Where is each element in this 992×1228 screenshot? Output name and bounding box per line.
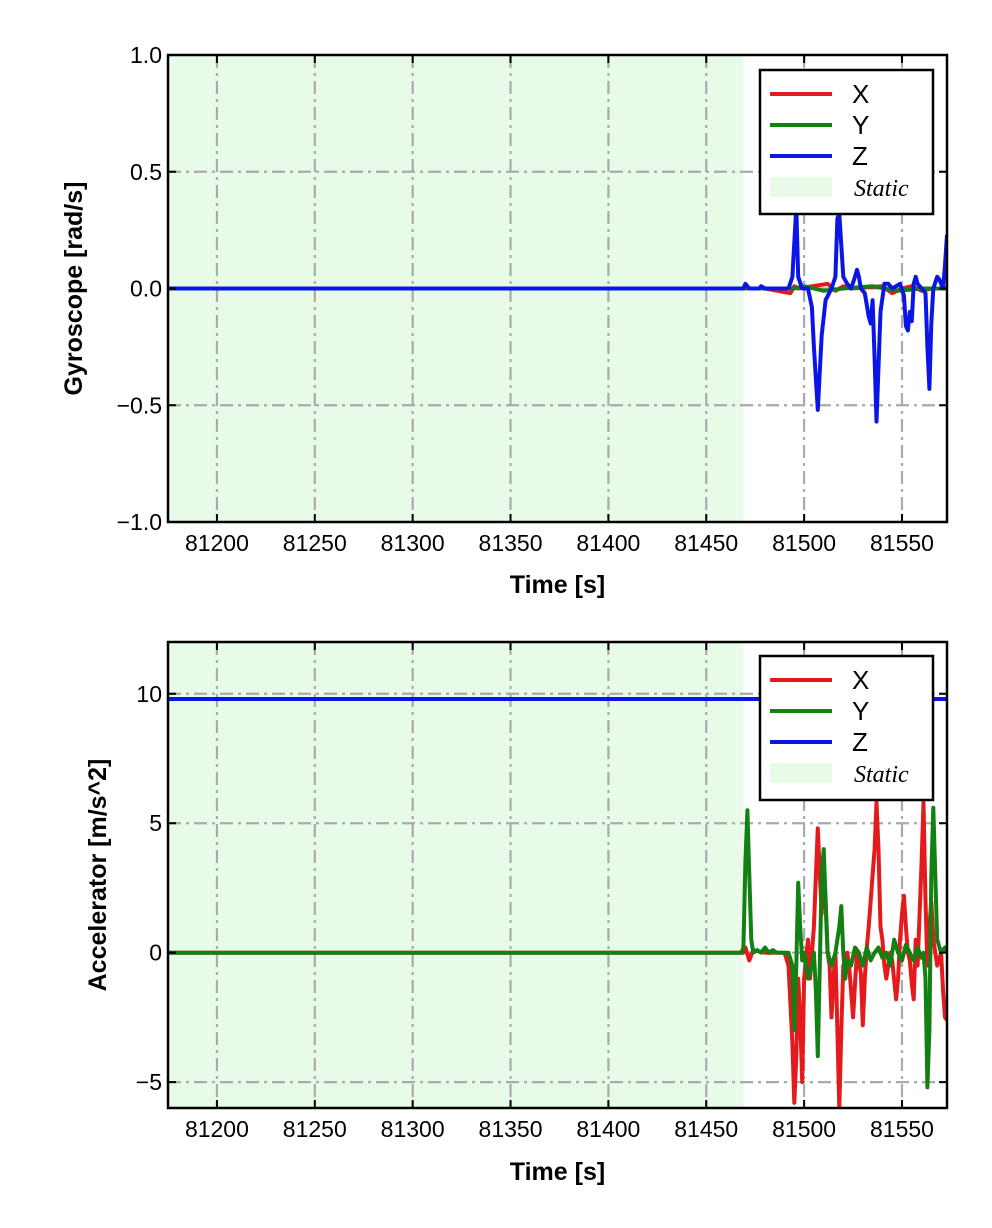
- y-tick-label: 0: [149, 940, 162, 966]
- y-axis-label: Accelerator [m/s^2]: [84, 759, 112, 992]
- y-tick-label: 0.5: [130, 159, 162, 185]
- x-tick-label: 81250: [283, 530, 347, 556]
- x-tick-label: 81200: [185, 1116, 249, 1142]
- axes-frame: [166, 640, 949, 1110]
- gyroscope-panel: 81200 81250 81300 81350 81400 81450 81500 81550…: [60, 42, 949, 599]
- y-tick-label: −5: [136, 1069, 162, 1095]
- series-line-y: [168, 805, 947, 1090]
- legend-swatch-static: [770, 177, 832, 197]
- x-tick-label: 81300: [381, 1116, 445, 1142]
- legend-label-static: Static: [854, 762, 909, 788]
- x-axis-label: Time [s]: [510, 1158, 605, 1186]
- legend: XYZ Static: [758, 68, 935, 216]
- x-tick-label: 81350: [479, 530, 543, 556]
- legend-label-z: Z: [852, 727, 868, 757]
- x-tick-label: 81400: [576, 530, 640, 556]
- legend-label-static: Static: [854, 176, 909, 202]
- legend: XYZ Static: [758, 654, 935, 802]
- y-tick-label: 10: [136, 681, 162, 707]
- y-tick-label: −1.0: [117, 509, 162, 535]
- legend-label-z: Z: [852, 141, 868, 171]
- x-tick-label: 81350: [479, 1116, 543, 1142]
- legend-label-y: Y: [852, 696, 869, 726]
- x-tick-label: 81500: [772, 1116, 836, 1142]
- y-tick-label: −0.5: [117, 392, 162, 418]
- x-tick-label: 81200: [185, 530, 249, 556]
- y-tick-label: 1.0: [130, 42, 162, 68]
- legend-label-y: Y: [852, 110, 869, 140]
- x-tick-label: 81250: [283, 1116, 347, 1142]
- accelerometer-panel: 81200 81250 81300 81350 81400 81450 81500 81550…: [84, 640, 949, 1186]
- x-tick-label: 81450: [674, 1116, 738, 1142]
- legend-label-x: X: [852, 79, 869, 109]
- series-line-z: [168, 204, 947, 424]
- x-axis-label: Time [s]: [510, 571, 605, 599]
- series-group: [168, 204, 947, 424]
- legend-swatch-static: [770, 763, 832, 783]
- static-region: [168, 642, 744, 1108]
- x-tick-label: 81450: [674, 530, 738, 556]
- x-tick-label: 81550: [870, 1116, 934, 1142]
- x-tick-label: 81300: [381, 530, 445, 556]
- series-group: [168, 697, 947, 1108]
- series-line-x: [168, 800, 947, 1108]
- y-tick-label: 5: [149, 810, 162, 836]
- x-tick-label: 81500: [772, 530, 836, 556]
- x-tick-label: 81550: [870, 530, 934, 556]
- legend-label-x: X: [852, 665, 869, 695]
- y-tick-label: 0.0: [130, 276, 162, 302]
- y-axis-label: Gyroscope [rad/s]: [60, 182, 88, 396]
- x-tick-label: 81400: [576, 1116, 640, 1142]
